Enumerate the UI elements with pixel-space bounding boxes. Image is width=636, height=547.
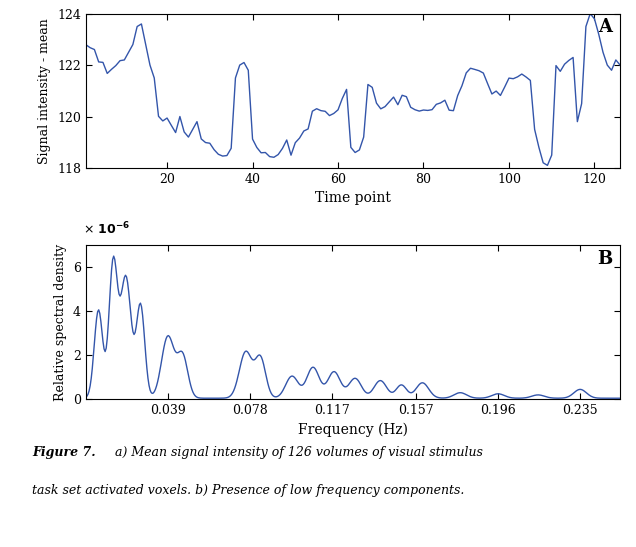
Text: task set activated voxels. b) Presence of low frequency components.: task set activated voxels. b) Presence o…: [32, 484, 464, 497]
Text: A: A: [598, 18, 612, 36]
Text: B: B: [597, 249, 612, 267]
Y-axis label: Relative spectral density: Relative spectral density: [55, 243, 67, 401]
X-axis label: Frequency (Hz): Frequency (Hz): [298, 423, 408, 437]
Text: $\times\ \mathbf{10^{-6}}$: $\times\ \mathbf{10^{-6}}$: [83, 221, 130, 237]
Text: Figure 7.: Figure 7.: [32, 446, 95, 459]
X-axis label: Time point: Time point: [315, 191, 391, 205]
Y-axis label: Signal intensity - mean: Signal intensity - mean: [38, 18, 52, 164]
Text: a) Mean signal intensity of 126 volumes of visual stimulus: a) Mean signal intensity of 126 volumes …: [111, 446, 483, 459]
